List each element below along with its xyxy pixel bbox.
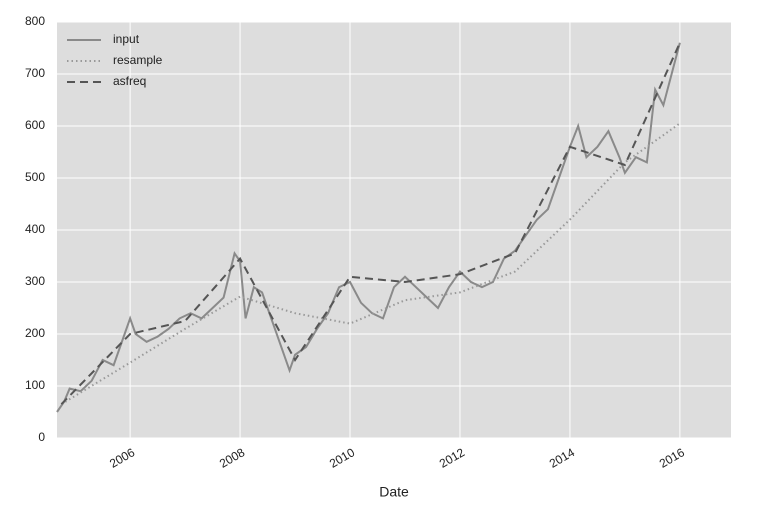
y-tick-label: 700 — [25, 66, 45, 80]
series-line — [60, 122, 681, 406]
y-tick-label: 100 — [25, 378, 45, 392]
y-tick-label: 200 — [25, 326, 45, 340]
x-tick-label: 2006 — [107, 445, 137, 471]
y-tick-label: 400 — [25, 222, 45, 236]
legend-label: resample — [113, 53, 163, 67]
y-tick-label: 500 — [25, 170, 45, 184]
x-tick-label: 2010 — [327, 445, 357, 471]
y-tick-label: 300 — [25, 274, 45, 288]
y-tick-label: 0 — [38, 430, 45, 444]
x-tick-label: 2014 — [547, 445, 577, 471]
legend-label: input — [113, 32, 140, 46]
series-line — [60, 42, 681, 405]
y-tick-label: 800 — [25, 14, 45, 28]
y-tick-label: 600 — [25, 118, 45, 132]
x-tick-label: 2008 — [217, 445, 247, 471]
x-tick-label: 2016 — [657, 445, 687, 471]
legend-label: asfreq — [113, 74, 146, 88]
x-tick-label: 2012 — [437, 445, 467, 471]
x-axis-label: Date — [379, 484, 409, 500]
series-line — [56, 42, 681, 413]
